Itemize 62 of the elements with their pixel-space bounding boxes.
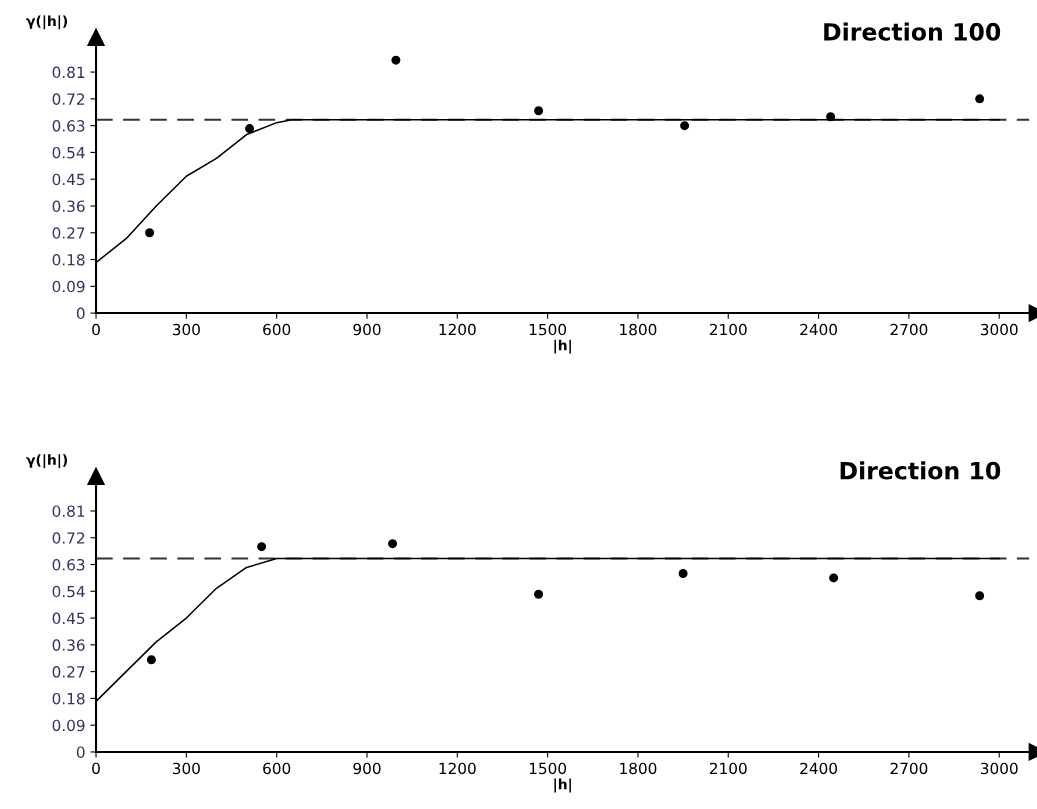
y-tick-label: 0.54 [52, 585, 85, 598]
x-tick-label: 1200 [439, 762, 476, 775]
point [245, 124, 255, 134]
x-tick-label: 1200 [439, 323, 476, 336]
x-tick-label: 1800 [620, 762, 657, 775]
point [534, 106, 544, 116]
y-tick-label: 0.81 [52, 66, 85, 79]
x-axis-title: |h| [554, 339, 571, 354]
y-tick-label: 0.63 [52, 120, 85, 132]
x-tick-label: 0 [92, 323, 100, 336]
y-tick-label: 0.54 [52, 146, 85, 159]
y-tick-label: 0.36 [52, 639, 85, 651]
point [146, 655, 156, 665]
x-tick-label: 1500 [529, 762, 567, 775]
point [678, 568, 688, 578]
x-tick-label: 3000 [980, 323, 1018, 336]
y-axis-title: γ(|h|) [26, 15, 68, 30]
x-tick-label: 900 [353, 323, 381, 336]
point [680, 121, 690, 131]
y-tick-label: 0.36 [52, 200, 85, 212]
x-tick-label: 2700 [890, 323, 928, 336]
x-tick-label: 2100 [709, 323, 747, 336]
point [388, 539, 398, 549]
y-tick-label: 0.45 [52, 173, 85, 186]
x-tick-label: 3000 [980, 762, 1018, 775]
x-tick-label: 600 [263, 323, 291, 336]
point [975, 591, 985, 601]
y-tick-label: 0.09 [52, 719, 85, 732]
x-tick-label: 300 [172, 762, 200, 775]
y-tick-label: 0 [76, 746, 85, 758]
chart-title: Direction 10 [840, 461, 1001, 480]
x-tick-label: 2700 [890, 762, 928, 775]
point [257, 542, 267, 552]
y-tick-label: 0.45 [52, 612, 85, 625]
point [975, 94, 985, 104]
y-tick-label: 0.72 [52, 93, 85, 105]
x-axis-title: |h| [554, 778, 571, 793]
y-tick-label: 0.72 [52, 532, 85, 544]
x-tick-label: 1800 [620, 323, 657, 336]
x-tick-label: 900 [353, 762, 381, 775]
y-tick-label: 0.18 [52, 253, 85, 266]
y-tick-label: 0.81 [52, 505, 85, 517]
x-tick-label: 300 [172, 323, 200, 336]
y-tick-label: 0.27 [52, 666, 85, 678]
chart-title: Direction 100 [824, 22, 1001, 41]
x-tick-label: 2400 [800, 323, 838, 336]
y-tick-label: 0.27 [52, 227, 85, 239]
y-axis-title: γ(|h|) [26, 454, 68, 469]
point [829, 573, 839, 583]
x-tick-label: 2100 [709, 762, 747, 775]
point [534, 589, 544, 599]
y-tick-label: 0.09 [52, 280, 85, 293]
x-tick-label: 0 [92, 762, 100, 775]
x-tick-label: 2400 [800, 762, 838, 775]
point [391, 55, 401, 65]
point [145, 228, 155, 238]
x-tick-label: 600 [263, 762, 291, 775]
x-tick-label: 1500 [529, 323, 567, 336]
y-tick-label: 0 [76, 307, 85, 320]
point [826, 112, 836, 122]
y-tick-label: 0.63 [52, 558, 85, 571]
y-tick-label: 0.18 [52, 692, 85, 705]
